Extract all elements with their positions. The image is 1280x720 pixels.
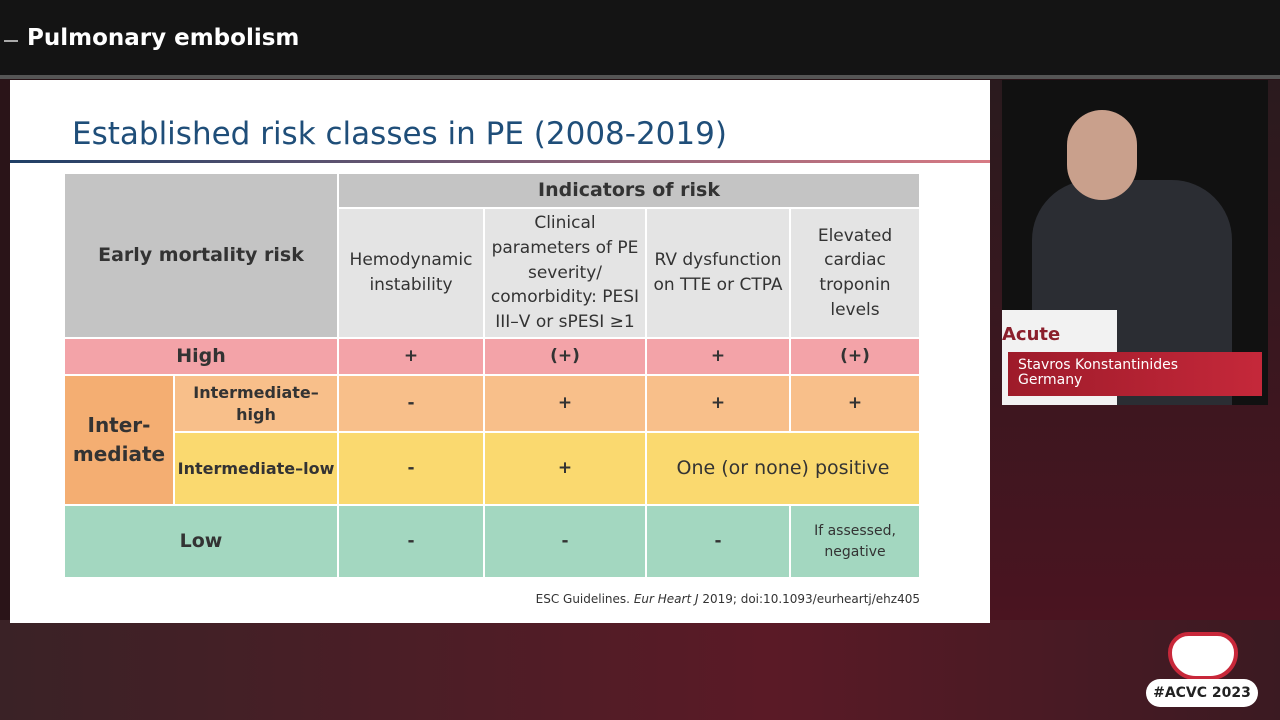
citation-journal: Eur Heart J [633, 592, 699, 606]
bullet [4, 40, 18, 42]
speaker-name: Stavros Konstantinides [1018, 357, 1179, 373]
column-header: RV dysfunction on TTE or CTPA [646, 208, 790, 338]
cell: + [484, 375, 646, 432]
bar-line [0, 75, 1280, 79]
column-header: Clinical parameters of PE severity/ como… [484, 208, 646, 338]
speaker-country: Germany [1018, 372, 1083, 388]
cell: If assessed, negative [790, 505, 920, 578]
citation: ESC Guidelines. Eur Heart J 2019; doi:10… [536, 592, 920, 606]
cell: + [646, 338, 790, 375]
top-bar [0, 0, 1280, 76]
footer-bg [0, 620, 1280, 720]
risk-header: Early mortality risk [64, 173, 338, 338]
group-label: Inter- mediate [64, 375, 174, 505]
row-label: High [64, 338, 338, 375]
cell: + [790, 375, 920, 432]
podium-text: Acute [1002, 324, 1061, 345]
speaker-video: Acute [1002, 80, 1268, 405]
logo [1168, 632, 1238, 680]
cell: (+) [484, 338, 646, 375]
cell: (+) [790, 338, 920, 375]
citation-text: 2019; doi:10.1093/eurheartj/ehz405 [702, 592, 920, 606]
indicators-header: Indicators of risk [338, 173, 920, 208]
header-title: Pulmonary embolism [27, 25, 300, 51]
slide-title: Established risk classes in PE (2008-201… [72, 116, 727, 152]
row-label: Low [64, 505, 338, 578]
row-label: Intermediate– high [174, 375, 338, 432]
hashtag: #ACVC 2023 [1146, 679, 1258, 707]
cell: + [484, 432, 646, 505]
title-rule [10, 160, 990, 163]
row-label: Intermediate–low [174, 432, 338, 505]
speaker-caption: Stavros Konstantinides Germany [1008, 352, 1262, 396]
cell: - [338, 505, 484, 578]
citation-text: ESC Guidelines. [535, 592, 630, 606]
cell: - [338, 432, 484, 505]
cell: - [338, 375, 484, 432]
cell: - [646, 505, 790, 578]
column-header: Hemodynamic instability [338, 208, 484, 338]
column-header: Elevated cardiac troponin levels [790, 208, 920, 338]
speaker-head [1067, 110, 1137, 200]
cell: One (or none) positive [646, 432, 920, 505]
cell: + [338, 338, 484, 375]
cell: + [646, 375, 790, 432]
cell: - [484, 505, 646, 578]
